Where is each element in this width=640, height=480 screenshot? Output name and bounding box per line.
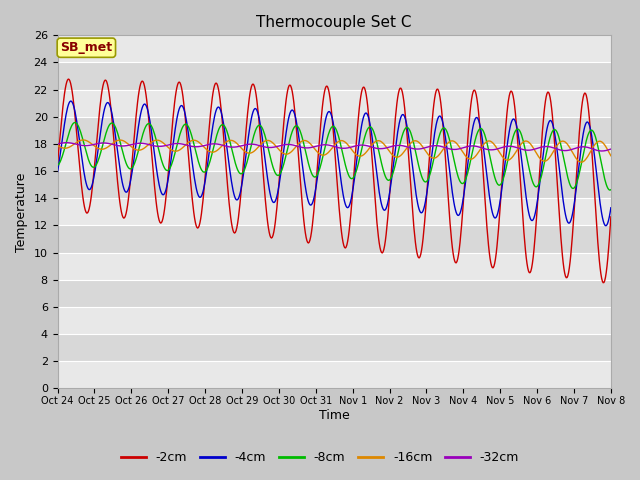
Bar (58, 171, 611, 198)
Bar (58, 334, 611, 361)
Bar (58, 361, 611, 388)
Legend: -2cm, -4cm, -8cm, -16cm, -32cm: -2cm, -4cm, -8cm, -16cm, -32cm (116, 446, 524, 469)
Bar (58, 144, 611, 171)
Bar (58, 36, 611, 62)
Bar (58, 226, 611, 252)
Title: Thermocouple Set C: Thermocouple Set C (257, 15, 412, 30)
Bar (58, 90, 611, 117)
Bar (58, 252, 611, 280)
Bar (58, 307, 611, 334)
Bar (58, 117, 611, 144)
Text: SB_met: SB_met (60, 41, 113, 54)
Bar (58, 280, 611, 307)
Bar (58, 198, 611, 226)
Y-axis label: Temperature: Temperature (15, 172, 28, 252)
X-axis label: Time: Time (319, 409, 349, 422)
Bar (58, 62, 611, 90)
